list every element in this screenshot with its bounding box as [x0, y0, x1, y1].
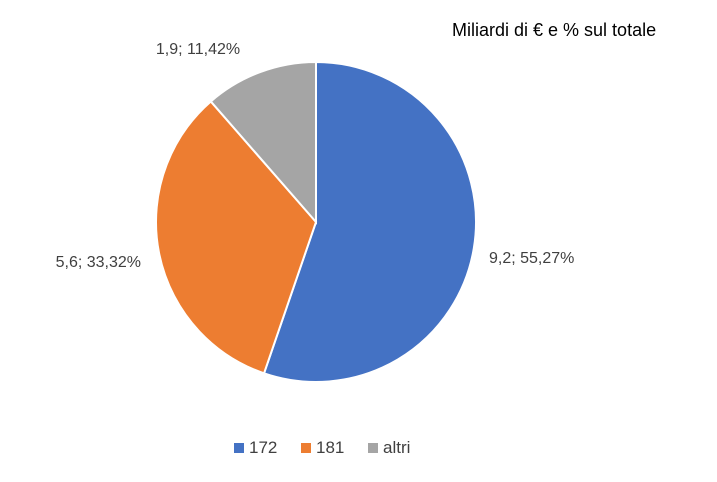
data-label-172: 9,2; 55,27% — [489, 250, 574, 267]
legend-swatch-altri — [368, 443, 378, 453]
legend-swatch-172 — [234, 443, 244, 453]
legend-label-172: 172 — [249, 438, 277, 457]
data-label-altri: 1,9; 11,42% — [156, 41, 240, 58]
pie-slice-181 — [155, 100, 318, 375]
legend-label-altri: altri — [383, 438, 410, 457]
pie-slice-altri — [209, 60, 317, 225]
data-label-181: 5,6; 33,32% — [56, 254, 141, 271]
legend-label-181: 181 — [316, 438, 344, 457]
chart-title: Miliardi di € e % sul totale — [452, 20, 657, 40]
pie-slice-172 — [262, 60, 478, 383]
legend-swatch-181 — [301, 443, 311, 453]
